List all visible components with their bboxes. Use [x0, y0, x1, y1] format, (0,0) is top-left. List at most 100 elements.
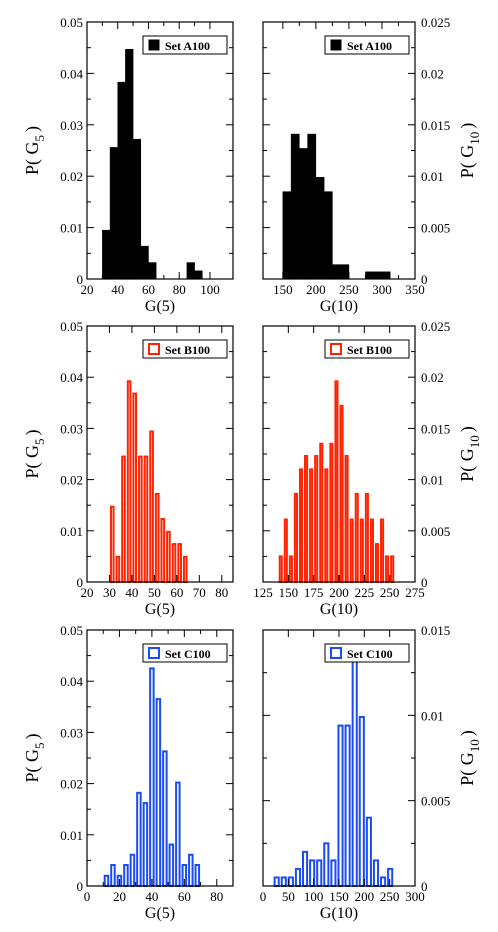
legend-box — [142, 339, 228, 359]
legend-label: Set A100 — [165, 39, 210, 53]
y-tick-label: 0.015 — [421, 118, 450, 133]
bar — [323, 191, 333, 280]
legend-box — [324, 339, 410, 359]
y-tick-label: 0.05 — [60, 15, 83, 30]
bar — [344, 724, 351, 887]
bar — [177, 543, 182, 583]
x-axis-label: G(5) — [145, 905, 175, 922]
bar — [344, 455, 349, 584]
y-tick-label: 0.04 — [60, 674, 83, 689]
x-tick-label: 60 — [178, 889, 191, 904]
bar — [330, 859, 337, 888]
y-tick-label: 0.02 — [60, 169, 83, 184]
bar — [121, 455, 126, 583]
x-axis-label: G(5) — [145, 298, 175, 315]
bar — [314, 455, 319, 584]
bar — [188, 853, 194, 888]
bar — [148, 262, 157, 280]
bar — [380, 518, 385, 584]
bar — [364, 492, 369, 584]
x-tick-label: 20 — [81, 585, 94, 600]
bar — [329, 442, 334, 584]
bar — [381, 271, 391, 280]
y-tick-label: 0.005 — [421, 221, 450, 236]
y-axis-label: P( G10) — [457, 123, 482, 179]
bar — [358, 716, 365, 887]
y-axis-label-close: ) — [22, 733, 43, 739]
y-axis-label-subscript: 10 — [467, 132, 482, 145]
x-tick-label: 100 — [304, 889, 324, 904]
y-tick-label: 0.005 — [421, 794, 450, 809]
x-tick-label: 150 — [329, 889, 349, 904]
y-tick-label: 0 — [421, 272, 428, 287]
bar — [149, 667, 155, 888]
x-tick-label: 250 — [380, 889, 400, 904]
bar — [109, 505, 115, 583]
y-axis-label-subscript: 5 — [32, 742, 47, 749]
bar — [283, 518, 288, 584]
x-tick-label: 40 — [125, 585, 138, 600]
x-tick-label: 0 — [260, 889, 267, 904]
legend-swatch — [330, 647, 342, 659]
y-axis-label-close: ) — [22, 429, 43, 435]
legend-swatch — [148, 647, 160, 659]
y-tick-label: 0 — [77, 272, 84, 287]
bar — [175, 781, 181, 887]
bar — [298, 468, 304, 583]
y-axis-label-close: ) — [457, 123, 478, 129]
x-tick-label: 80 — [215, 585, 228, 600]
y-tick-label: 0.01 — [60, 221, 83, 236]
bar — [182, 555, 188, 583]
x-tick-label: 80 — [173, 282, 186, 297]
y-tick-label: 0.01 — [421, 708, 444, 723]
bar — [354, 492, 359, 584]
legend-swatch — [330, 343, 342, 355]
x-tick-label: 60 — [170, 585, 183, 600]
bar — [307, 133, 317, 280]
y-tick-label: 0.01 — [60, 524, 83, 539]
y-axis-label: P( G5) — [22, 429, 47, 478]
bar — [126, 380, 132, 583]
bar — [349, 518, 354, 584]
legend-label: Set C100 — [165, 647, 211, 661]
bar — [290, 133, 300, 280]
y-axis-label-main: P( G — [457, 752, 478, 786]
x-tick-label: 200 — [329, 585, 349, 600]
y-tick-label: 0 — [421, 879, 428, 894]
bar — [380, 876, 387, 888]
x-tick-label: 275 — [405, 585, 425, 600]
legend-label: Set C100 — [347, 647, 393, 661]
legend-swatch — [148, 343, 160, 355]
y-tick-label: 0.005 — [421, 524, 450, 539]
y-tick-label: 0 — [421, 575, 428, 590]
bar — [143, 455, 149, 583]
y-axis-label-main: P( G — [457, 448, 478, 482]
bar — [154, 492, 160, 584]
y-axis-label-main: P( G — [22, 445, 43, 479]
bar — [390, 555, 395, 584]
bar — [278, 555, 283, 584]
bar — [160, 518, 166, 583]
x-tick-label: 40 — [145, 889, 158, 904]
chart-panel-6: 0 50 100 150 200 250 30000.0050.010.015G(10)P(… — [260, 623, 482, 922]
y-tick-label: 0.01 — [421, 473, 444, 488]
bar — [373, 271, 383, 280]
bar — [102, 229, 111, 280]
y-tick-label: 0.01 — [421, 169, 444, 184]
bar — [155, 698, 162, 887]
y-axis-label-subscript: 10 — [467, 435, 482, 448]
bar — [194, 864, 201, 887]
y-tick-label: 0.01 — [60, 828, 83, 843]
bar — [129, 853, 136, 888]
bar — [140, 245, 149, 280]
bar — [304, 455, 309, 584]
legend-box — [142, 643, 228, 663]
bar — [365, 816, 372, 888]
legend-swatch — [330, 39, 342, 51]
y-axis-label-close: ) — [457, 730, 478, 736]
x-axis-label: G(10) — [320, 601, 358, 618]
bar — [103, 874, 110, 888]
x-tick-label: 50 — [148, 585, 161, 600]
chart-panel-3: 20 30 40 50 60 70 80 0 0.01 0.02 0.03 0.04 0.05 G(5) P… — [22, 319, 234, 618]
bar — [334, 380, 339, 583]
